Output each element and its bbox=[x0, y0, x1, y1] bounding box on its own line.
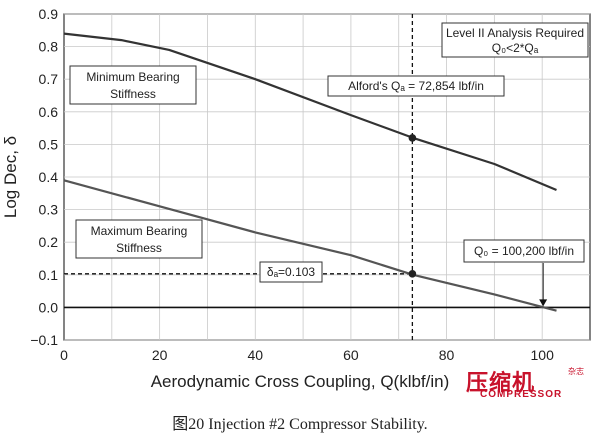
watermark-en: COMPRESSOR bbox=[480, 389, 563, 400]
min-stiffness-box bbox=[69, 65, 197, 105]
delta-label: δₐ=0.103 bbox=[267, 265, 316, 279]
stiffness-label-line2: Stiffness bbox=[110, 87, 156, 101]
x-ticks: 0 20 40 60 80 100 bbox=[60, 347, 554, 363]
y-tick-label: 0.9 bbox=[39, 6, 59, 22]
x-axis-title: Aerodynamic Cross Coupling, Q(klbf/in) bbox=[151, 372, 450, 391]
level-box-line2: Q₀<2*Qₐ bbox=[492, 41, 539, 55]
y-tick-label: 0.0 bbox=[39, 299, 59, 315]
x-tick-label: 20 bbox=[152, 347, 168, 363]
max-stiffness-box bbox=[75, 219, 203, 259]
alford-label: Alford's Qₐ = 72,854 lbf/in bbox=[348, 79, 484, 93]
alford-box bbox=[327, 75, 505, 97]
y-tick-label: 0.2 bbox=[39, 234, 59, 250]
q0-box bbox=[463, 239, 585, 263]
watermark-logo: 压缩机 杂志 COMPRESSOR bbox=[466, 365, 584, 403]
max-stiffness-label-1: Maximum Bearing Stiffness bbox=[91, 224, 188, 255]
delta-box bbox=[259, 261, 323, 283]
chart: −0.1 0.0 0.1 0.2 0.3 0.4 0.5 0.6 0.7 0.8 0.9 0 20 40… bbox=[1, 6, 591, 391]
y-tick-label: −0.1 bbox=[30, 332, 58, 348]
y-ticks: −0.1 0.0 0.1 0.2 0.3 0.4 0.5 0.6 0.7 0.8 0.9 bbox=[30, 6, 58, 348]
x-tick-label: 0 bbox=[60, 347, 68, 363]
level-box bbox=[441, 22, 589, 58]
data-marker bbox=[408, 134, 417, 142]
y-tick-label: 0.6 bbox=[39, 104, 59, 120]
stiffness-label-line1: Minimum Bearing bbox=[86, 70, 179, 84]
y-tick-label: 0.8 bbox=[39, 39, 59, 55]
series-line-min-stiffness bbox=[63, 32, 557, 192]
y-axis-title: Log Dec, δ bbox=[1, 136, 20, 218]
y-tick-label: 0.5 bbox=[39, 136, 59, 152]
q0-label: Q₀ = 100,200 lbf/in bbox=[474, 244, 574, 258]
x-tick-label: 80 bbox=[439, 347, 455, 363]
min-stiffness-label-1: Minimum Bearing Stiffness bbox=[86, 70, 179, 101]
x-tick-label: 40 bbox=[247, 347, 263, 363]
y-tick-label: 0.7 bbox=[39, 71, 59, 87]
data-marker bbox=[408, 270, 417, 278]
markers-group bbox=[408, 134, 417, 278]
stiffness-label-line1: Maximum Bearing bbox=[91, 224, 188, 238]
stiffness-label-line2: Stiffness bbox=[116, 241, 162, 255]
watermark-cn: 压缩机 bbox=[466, 371, 536, 396]
figure-caption: 图20 Injection #2 Compressor Stability. bbox=[172, 416, 428, 433]
y-tick-label: 0.4 bbox=[39, 169, 59, 185]
x-tick-label: 100 bbox=[531, 347, 555, 363]
y-tick-label: 0.3 bbox=[39, 202, 59, 218]
level-box-line1: Level II Analysis Required bbox=[446, 26, 584, 40]
x-tick-label: 60 bbox=[343, 347, 359, 363]
series-group bbox=[63, 32, 557, 312]
q0-arrowhead bbox=[539, 299, 548, 307]
series-line-max-stiffness bbox=[63, 179, 557, 312]
watermark-small: 杂志 bbox=[568, 367, 584, 376]
y-tick-label: 0.1 bbox=[39, 267, 59, 283]
